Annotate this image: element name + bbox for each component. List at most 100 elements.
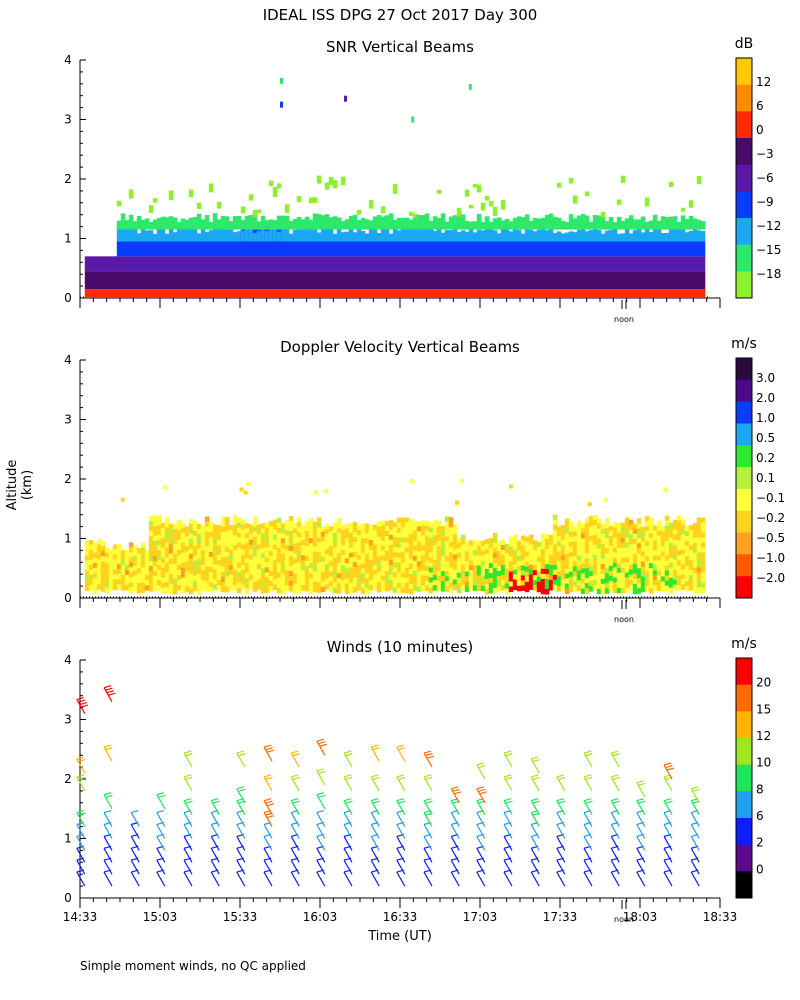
doppler-cell [592, 534, 598, 541]
snr-cell [460, 289, 466, 298]
wind-barb-flag [451, 786, 459, 790]
doppler-cell [684, 576, 690, 582]
doppler-cell [452, 584, 458, 590]
snr-cell [132, 256, 138, 272]
doppler-colorbar-swatch [736, 423, 752, 446]
doppler-cell [504, 568, 510, 575]
doppler-cell [380, 550, 386, 557]
snr-cell [152, 271, 158, 290]
snr-cell [612, 289, 618, 298]
doppler-cell [248, 534, 254, 541]
doppler-cell [288, 551, 294, 557]
snr-cell [192, 226, 198, 242]
doppler-colorbar-label: 2.0 [756, 391, 775, 405]
doppler-cell [400, 572, 406, 578]
snr-cell [264, 229, 270, 257]
doppler-cell [464, 581, 470, 587]
doppler-cell [292, 563, 298, 569]
doppler-cell [468, 545, 474, 551]
doppler-cell [308, 553, 314, 559]
doppler-cell [120, 550, 126, 556]
doppler-cell [576, 550, 582, 557]
doppler-cell [600, 533, 606, 540]
doppler-cell [480, 585, 486, 592]
doppler-cell [176, 545, 182, 551]
snr-cell [176, 256, 182, 272]
snr-cell [448, 230, 454, 242]
wind-barb-staff [370, 859, 380, 875]
doppler-cell [212, 544, 218, 550]
snr-cell [204, 289, 210, 298]
doppler-cell [536, 566, 542, 573]
wind-barb-staff [370, 800, 380, 815]
noon-label: noon [614, 615, 634, 624]
doppler-cell [496, 581, 502, 587]
snr-cell [404, 241, 410, 257]
y-tick-label: 0 [64, 291, 72, 305]
doppler-cell [700, 552, 706, 559]
doppler-cell [300, 570, 306, 576]
snr-cell [532, 271, 538, 290]
doppler-cell [172, 528, 178, 535]
doppler-cell [412, 520, 418, 527]
doppler-cell [624, 542, 630, 548]
doppler-cell [600, 538, 606, 545]
doppler-cell [696, 557, 702, 563]
doppler-cell [520, 560, 526, 566]
doppler-cell [92, 577, 98, 584]
wind-barb-flag [585, 776, 593, 780]
wind-barb [103, 744, 113, 762]
doppler-cell [384, 521, 390, 527]
doppler-cell [588, 571, 594, 577]
doppler-cell [364, 583, 370, 589]
doppler-cell [136, 563, 142, 569]
doppler-cell [636, 523, 642, 529]
doppler-cell [264, 552, 270, 558]
snr-cell [408, 289, 414, 298]
doppler-cell [652, 530, 658, 536]
snr-cell [540, 217, 546, 230]
snr-cell [548, 241, 554, 257]
doppler-cell [324, 539, 330, 545]
doppler-cell [588, 521, 594, 527]
doppler-cell [368, 575, 374, 581]
doppler-cell [196, 564, 202, 570]
wind-barb-flag [183, 798, 192, 802]
snr-cell [408, 256, 414, 272]
snr-cell [276, 231, 282, 242]
doppler-cell [360, 533, 366, 539]
doppler-cell [592, 584, 598, 591]
doppler-cell [276, 537, 282, 544]
doppler-cell [472, 540, 478, 546]
snr-cell [172, 289, 178, 298]
doppler-cell [332, 582, 338, 589]
doppler-cell [104, 557, 110, 564]
doppler-cell [216, 525, 222, 531]
doppler-cell [568, 566, 574, 573]
doppler-cell [564, 528, 570, 535]
doppler-cell [232, 570, 238, 576]
doppler-cell [168, 538, 174, 545]
wind-barb-staff [76, 836, 86, 851]
doppler-cell [200, 550, 206, 556]
wind-barb-flag [476, 786, 484, 790]
doppler-cell [436, 536, 442, 542]
snr-cell [592, 289, 598, 298]
doppler-cell [608, 525, 614, 532]
wind-barb-flag [265, 800, 273, 804]
doppler-cell [656, 550, 662, 557]
doppler-cell [148, 581, 154, 587]
doppler-cell [456, 562, 462, 569]
doppler-cell [188, 568, 194, 575]
snr-cell [564, 271, 570, 290]
doppler-cell [576, 580, 582, 587]
wind-barb-flag [503, 798, 512, 802]
doppler-cell [140, 582, 146, 589]
wind-barb-staff [610, 776, 620, 792]
snr-cell [600, 211, 606, 218]
doppler-cell [444, 516, 450, 522]
doppler-cell [504, 548, 510, 555]
snr-cell [296, 256, 302, 272]
wind-barb-flag [266, 803, 275, 807]
snr-cell [680, 256, 686, 272]
